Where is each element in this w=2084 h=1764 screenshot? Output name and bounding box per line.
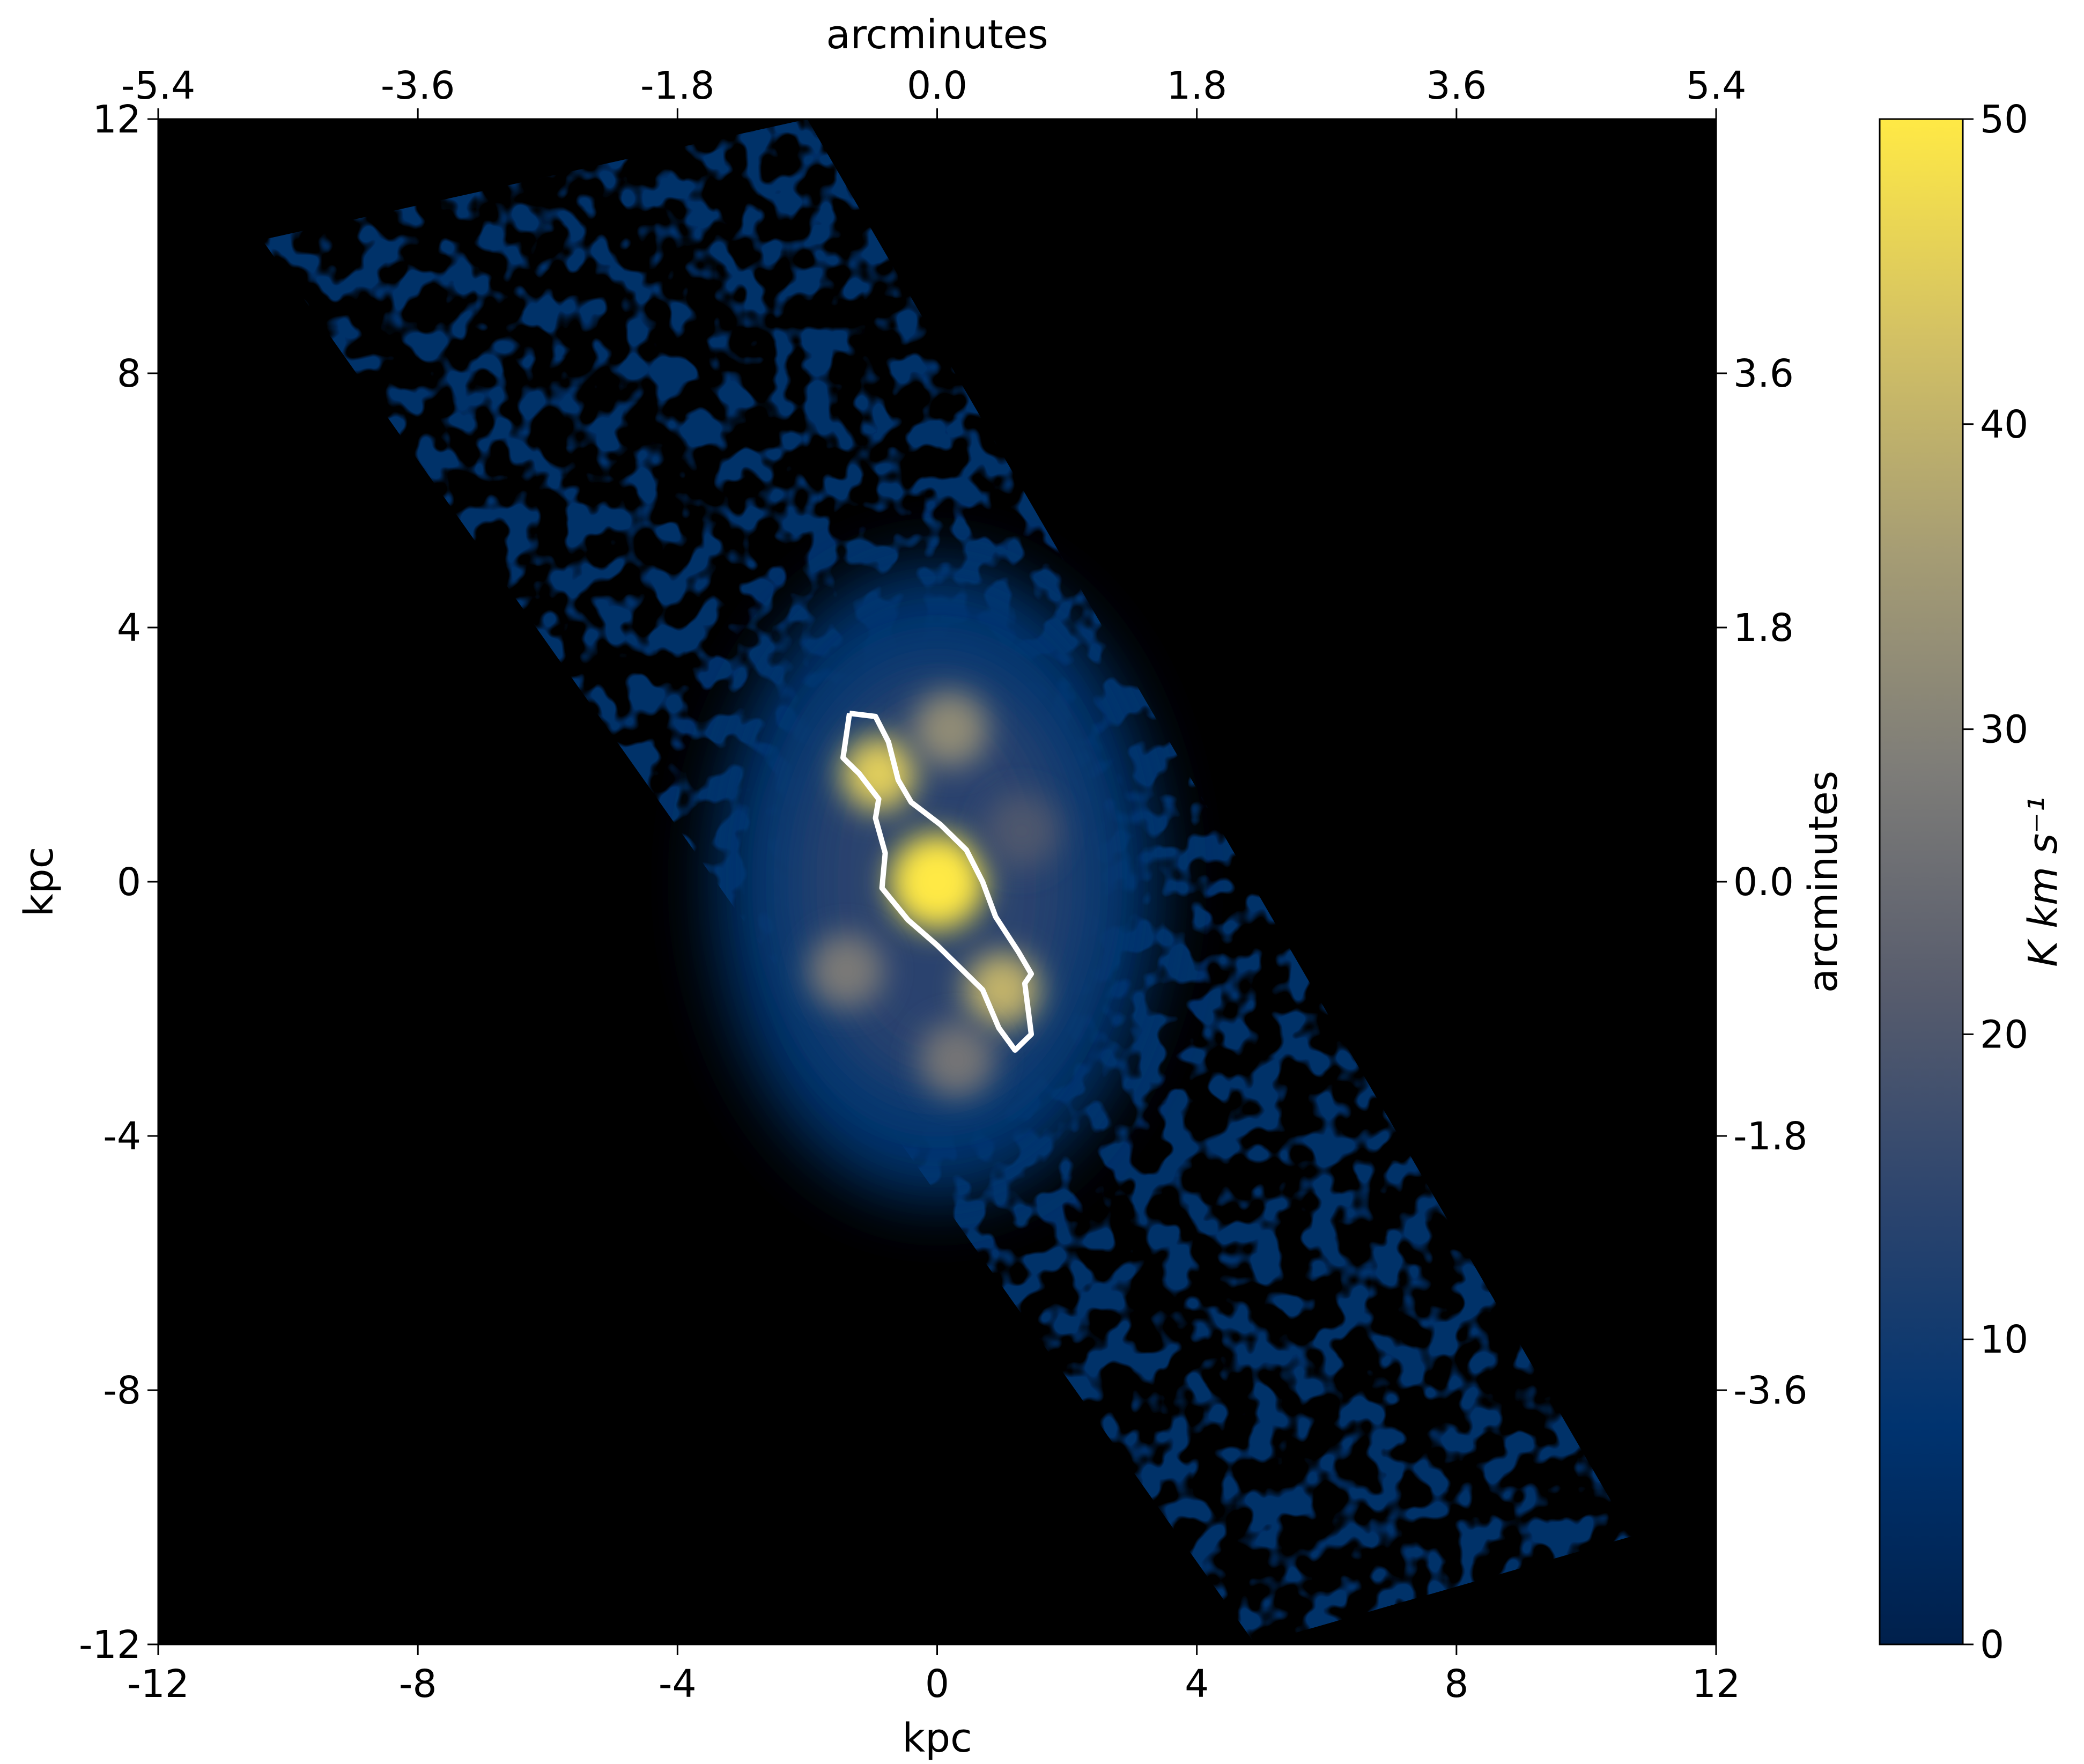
emission-peak: [889, 833, 986, 930]
y-tick-label: 4: [117, 606, 141, 650]
emission-peak: [964, 952, 1040, 1028]
top-tick-label: 0.0: [907, 63, 967, 108]
y-tick-label: -8: [103, 1368, 141, 1413]
plot-area: [157, 118, 1717, 1645]
emission-peak: [809, 933, 884, 1008]
colorbar: 0 10 20 30 40 50 K km s⁻¹: [1879, 97, 2066, 1667]
x-tick-label: -4: [659, 1662, 697, 1706]
bottom-x-axis: -12 -8 -4 0 4 8 12: [127, 1644, 1740, 1706]
colorbar-tick-label: 10: [1980, 1317, 2028, 1362]
colorbar-tick-label: 0: [1980, 1622, 2004, 1667]
top-x-axis-label: arcminutes: [826, 12, 1048, 58]
right-tick-label: 3.6: [1733, 351, 1794, 396]
right-tick-label: 0.0: [1733, 860, 1794, 904]
x-tick-label: 8: [1444, 1662, 1468, 1706]
x-axis-label: kpc: [902, 1715, 972, 1761]
y-tick-label: -12: [79, 1622, 141, 1667]
x-tick-label: -8: [399, 1662, 437, 1706]
top-tick-label: -3.6: [381, 63, 455, 108]
colorbar-tick-label: 50: [1980, 97, 2028, 142]
colorbar-label: K km s⁻¹: [2020, 796, 2066, 967]
top-tick-label: 1.8: [1166, 63, 1227, 108]
top-tick-label: 5.4: [1686, 63, 1747, 108]
y-tick-label: 12: [93, 97, 141, 142]
x-tick-label: 4: [1185, 1662, 1209, 1706]
emission-peaks: [716, 564, 1158, 1200]
colorbar-tick-label: 20: [1980, 1012, 2028, 1057]
top-tick-label: -5.4: [121, 63, 196, 108]
colorbar-tick-label: 40: [1980, 402, 2028, 447]
emission-peak: [984, 793, 1059, 869]
y-tick-label: 0: [117, 860, 141, 904]
right-tick-label: 1.8: [1733, 606, 1794, 650]
colorbar-tick-label: 30: [1980, 707, 2028, 752]
y-tick-label: 8: [117, 351, 141, 396]
right-tick-label: -3.6: [1733, 1368, 1808, 1413]
x-tick-label: 0: [925, 1662, 949, 1706]
y-tick-label: -4: [103, 1114, 141, 1158]
right-tick-label: -1.8: [1733, 1114, 1808, 1158]
left-y-axis: 12 8 4 0 -4 -8 -12: [79, 97, 158, 1667]
colorbar-ticks: 0 10 20 30 40 50: [1963, 97, 2028, 1667]
right-y-axis-label: arcminutes: [1800, 771, 1846, 993]
top-tick-label: -1.8: [640, 63, 715, 108]
y-axis-label: kpc: [16, 847, 62, 917]
emission-peak: [912, 691, 988, 767]
x-tick-label: 12: [1692, 1662, 1740, 1706]
x-tick-label: -12: [127, 1662, 189, 1706]
top-x-axis: -5.4 -3.6 -1.8 0.0 1.8 3.6 5.4: [121, 63, 1747, 119]
colorbar-scale: [1879, 118, 1964, 1645]
emission-peak: [841, 736, 917, 811]
right-y-axis: 3.6 1.8 0.0 -1.8 -3.6: [1716, 351, 1808, 1413]
top-tick-label: 3.6: [1426, 63, 1487, 108]
intensity-contour: [840, 711, 1034, 1053]
emission-peak: [919, 1022, 994, 1097]
